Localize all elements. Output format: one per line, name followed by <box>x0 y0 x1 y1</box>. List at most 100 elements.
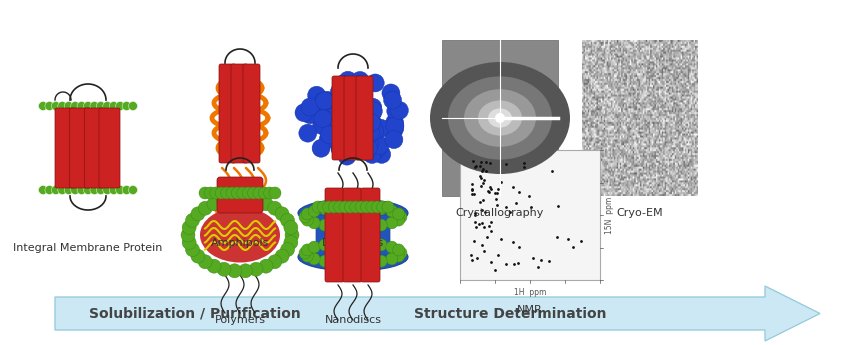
Point <box>466 187 479 193</box>
Circle shape <box>375 255 387 267</box>
FancyBboxPatch shape <box>442 40 558 196</box>
Point <box>490 190 504 195</box>
Circle shape <box>383 91 401 109</box>
Point <box>484 160 497 166</box>
FancyBboxPatch shape <box>70 108 91 188</box>
FancyBboxPatch shape <box>55 108 76 188</box>
Circle shape <box>259 197 273 211</box>
Circle shape <box>362 114 380 131</box>
Point <box>499 161 512 167</box>
Circle shape <box>344 201 357 213</box>
Circle shape <box>328 201 340 213</box>
Circle shape <box>382 84 400 102</box>
Point <box>467 159 480 164</box>
FancyBboxPatch shape <box>361 188 380 282</box>
Circle shape <box>332 201 344 214</box>
Circle shape <box>267 201 282 215</box>
Circle shape <box>284 220 298 235</box>
Circle shape <box>198 201 212 215</box>
Circle shape <box>182 220 196 235</box>
Circle shape <box>362 220 374 233</box>
Circle shape <box>362 123 379 141</box>
FancyBboxPatch shape <box>84 108 105 188</box>
Circle shape <box>333 127 352 145</box>
Circle shape <box>347 221 359 233</box>
Circle shape <box>103 101 112 110</box>
Circle shape <box>313 117 331 135</box>
Circle shape <box>249 194 263 208</box>
Point <box>506 239 520 245</box>
Point <box>481 188 495 194</box>
Circle shape <box>45 101 54 110</box>
Circle shape <box>231 187 243 199</box>
Circle shape <box>324 94 341 112</box>
Circle shape <box>352 96 371 114</box>
Point <box>550 235 563 240</box>
Circle shape <box>351 71 369 89</box>
Circle shape <box>368 140 386 158</box>
Point <box>484 228 498 234</box>
Circle shape <box>315 92 333 110</box>
Circle shape <box>361 135 378 152</box>
Text: Crystallography: Crystallography <box>456 208 544 218</box>
Circle shape <box>275 249 289 263</box>
Circle shape <box>58 101 66 110</box>
Circle shape <box>51 101 61 110</box>
Circle shape <box>228 192 241 206</box>
Circle shape <box>281 243 294 257</box>
Circle shape <box>299 124 317 142</box>
Circle shape <box>347 257 359 269</box>
FancyBboxPatch shape <box>356 76 373 160</box>
Circle shape <box>393 208 405 220</box>
Circle shape <box>215 187 227 199</box>
Circle shape <box>122 186 131 195</box>
Point <box>468 191 481 197</box>
Ellipse shape <box>200 207 280 263</box>
Circle shape <box>366 74 384 92</box>
Circle shape <box>191 207 205 221</box>
Point <box>468 219 482 225</box>
Point <box>476 166 489 171</box>
Circle shape <box>236 187 249 199</box>
Circle shape <box>228 264 241 278</box>
Point <box>468 238 481 244</box>
Circle shape <box>199 187 211 199</box>
Circle shape <box>285 228 299 242</box>
Text: Cryo-EM: Cryo-EM <box>616 208 664 218</box>
Circle shape <box>301 214 314 226</box>
Circle shape <box>317 201 330 213</box>
Circle shape <box>97 101 105 110</box>
Circle shape <box>357 142 375 160</box>
Point <box>479 210 492 215</box>
FancyBboxPatch shape <box>243 64 260 163</box>
Circle shape <box>116 186 124 195</box>
Circle shape <box>299 247 311 259</box>
Text: Detergents: Detergents <box>322 238 384 248</box>
Circle shape <box>258 187 270 199</box>
Circle shape <box>375 239 387 251</box>
Point <box>526 256 540 261</box>
Circle shape <box>328 115 346 133</box>
Text: Integral Membrane Protein: Integral Membrane Protein <box>13 243 162 253</box>
Circle shape <box>314 92 332 110</box>
Circle shape <box>336 126 354 144</box>
Circle shape <box>191 249 205 263</box>
Point <box>484 186 497 191</box>
Circle shape <box>373 145 391 164</box>
Point <box>479 168 493 174</box>
Point <box>506 185 520 190</box>
Circle shape <box>337 131 355 149</box>
Point <box>495 179 508 185</box>
Circle shape <box>308 253 320 265</box>
Circle shape <box>365 116 383 134</box>
Circle shape <box>359 139 378 157</box>
Point <box>566 244 579 250</box>
Point <box>512 189 526 195</box>
Point <box>512 244 526 249</box>
Circle shape <box>263 187 276 199</box>
Point <box>477 180 490 186</box>
Circle shape <box>181 228 195 242</box>
Circle shape <box>343 124 361 142</box>
Circle shape <box>375 203 387 215</box>
Point <box>509 200 522 206</box>
